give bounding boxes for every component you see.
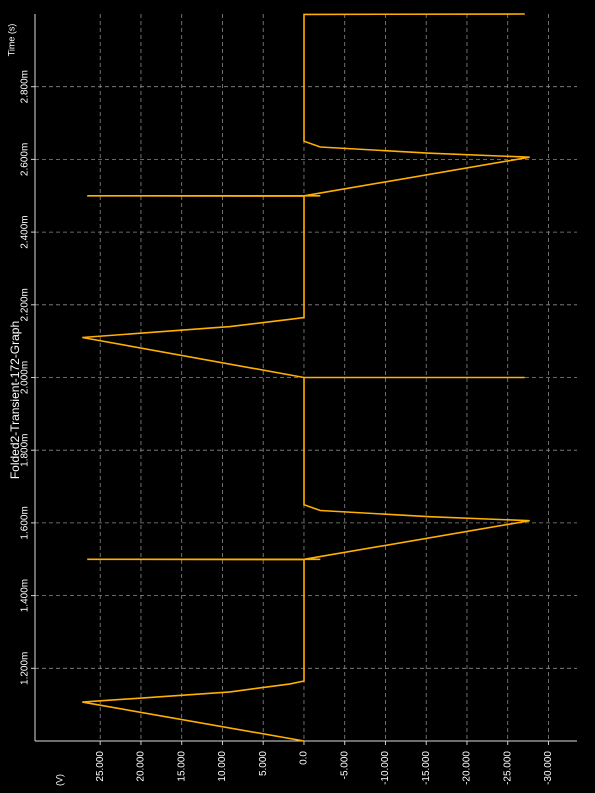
chart-title: Folded2-Transient-172-Graph (8, 321, 22, 479)
y-tick-label: 15.000 (176, 751, 187, 782)
y-tick-label: -10.000 (380, 751, 391, 785)
x-tick-label: 1.600m (20, 506, 31, 539)
y-tick-label: -5.000 (339, 751, 350, 780)
y-tick-label: 0.0 (299, 751, 310, 765)
x-tick-label: 2.000m (20, 361, 31, 394)
x-tick-label: 2.200m (20, 288, 31, 321)
series-line (82, 13, 530, 742)
y-tick-label: -30.000 (543, 751, 554, 785)
y-tick-label: -20.000 (462, 751, 473, 785)
y-axis-label: (V) (54, 774, 64, 786)
x-axis-label: Time (s) (6, 24, 16, 57)
y-tick-label: 25.000 (95, 751, 106, 782)
x-tick-label: 2.800m (20, 70, 31, 103)
y-tick-label: 5.000 (258, 751, 269, 776)
x-tick-label: 1.800m (20, 434, 31, 467)
x-tick-label: 2.400m (20, 215, 31, 248)
x-tick-label: 1.200m (20, 652, 31, 685)
y-tick-label: 20.000 (136, 751, 147, 782)
y-tick-label: 10.000 (217, 751, 228, 782)
y-tick-label: -15.000 (421, 751, 432, 785)
y-tick-label: -25.000 (502, 751, 513, 785)
x-tick-label: 1.400m (20, 579, 31, 612)
x-tick-label: 2.600m (20, 143, 31, 176)
